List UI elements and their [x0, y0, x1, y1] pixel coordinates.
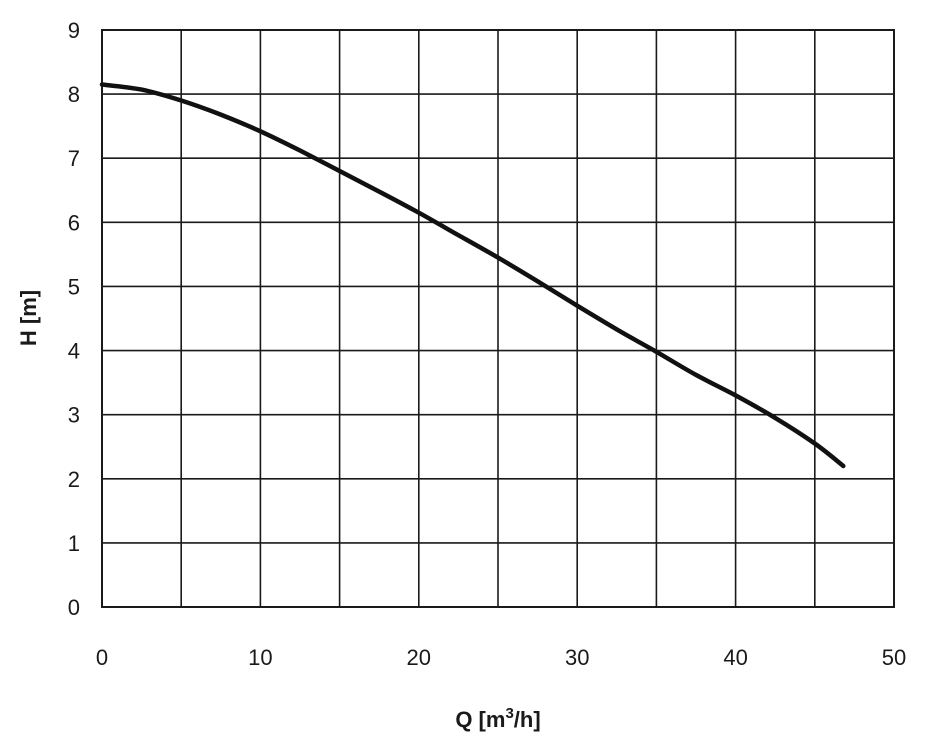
x-axis-label-sup: 3: [505, 705, 513, 722]
y-tick-label-0: 0: [68, 595, 80, 620]
x-tick-label-20: 20: [407, 645, 431, 670]
y-tick-label-9: 9: [68, 18, 80, 43]
y-tick-label-8: 8: [68, 82, 80, 107]
x-tick-labels: 0 10 20 30 40 50: [96, 645, 906, 670]
series-line-0: [99, 82, 846, 469]
plot-frame: [101, 29, 895, 608]
x-tick-label-0: 0: [96, 645, 108, 670]
x-tick-label-40: 40: [723, 645, 747, 670]
x-tick-label-10: 10: [248, 645, 272, 670]
y-tick-label-4: 4: [68, 339, 80, 364]
y-tick-label-5: 5: [68, 274, 80, 299]
series-layer: [99, 82, 846, 469]
x-tick-label-30: 30: [565, 645, 589, 670]
y-axis-label: H [m]: [16, 290, 41, 346]
x-tick-label-50: 50: [882, 645, 906, 670]
y-tick-labels: 0 1 2 3 4 5 6 7 8 9: [68, 18, 80, 620]
y-tick-label-1: 1: [68, 531, 80, 556]
x-axis-label-tail: /h]: [514, 707, 541, 732]
x-axis-label-main: Q [m: [455, 707, 505, 732]
y-tick-label-2: 2: [68, 467, 80, 492]
y-tick-label-7: 7: [68, 146, 80, 171]
x-axis-label: Q [m3/h]: [455, 705, 540, 732]
y-tick-label-6: 6: [68, 210, 80, 235]
y-tick-label-3: 3: [68, 403, 80, 428]
grid: [101, 29, 895, 608]
